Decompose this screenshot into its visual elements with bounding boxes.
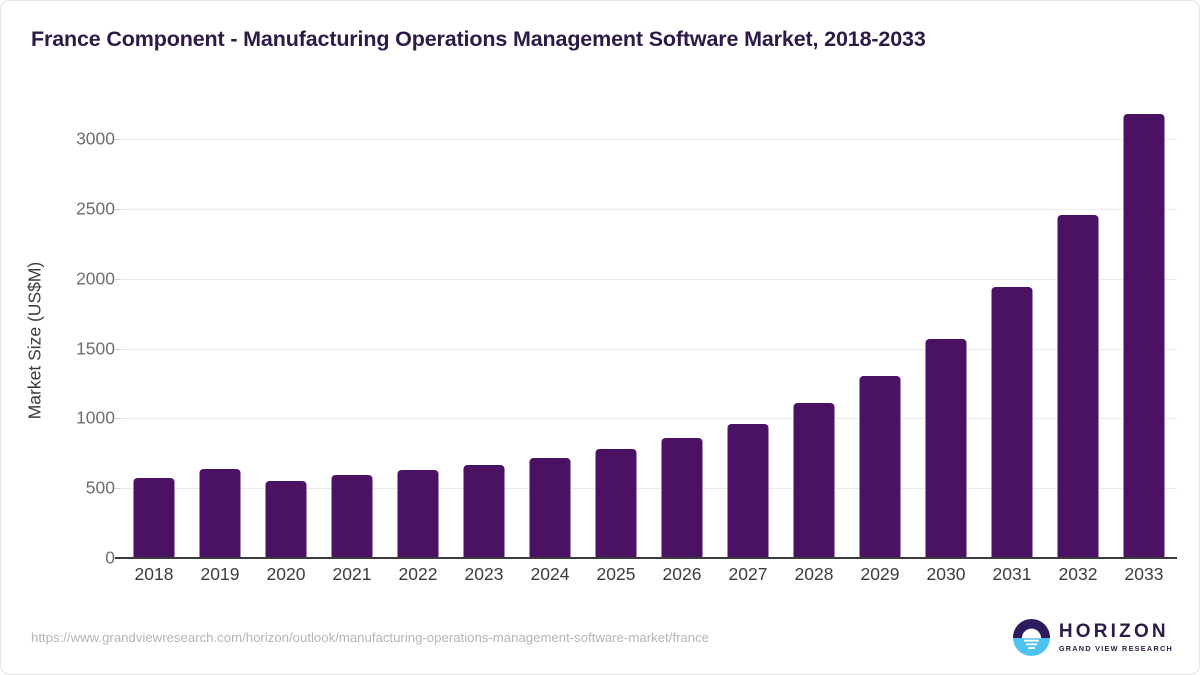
x-tick-label: 2025: [596, 564, 636, 584]
bar-group[interactable]: [451, 101, 517, 559]
bar-group[interactable]: [781, 101, 847, 559]
bar-2027[interactable]: [727, 424, 769, 559]
y-tick-mark: [115, 278, 121, 280]
logo-tagline: GRAND VIEW RESEARCH: [1058, 644, 1173, 654]
x-tick-label: 2020: [266, 564, 306, 584]
y-tick-label: 3000: [76, 128, 115, 149]
bar-group[interactable]: [649, 101, 715, 559]
bar-group[interactable]: [583, 101, 649, 559]
x-tick-label: 2021: [332, 564, 372, 584]
gridline: [121, 208, 1177, 210]
y-axis-tick-labels: 0 500 1000 1500 2000 2500 3000: [41, 101, 115, 568]
y-tick-label: 1500: [76, 338, 115, 358]
x-tick-label: 2031: [992, 564, 1032, 584]
bar-2029[interactable]: [859, 376, 901, 559]
bar-group[interactable]: [1111, 101, 1177, 559]
bar-2031[interactable]: [991, 287, 1033, 559]
bar-group[interactable]: [847, 101, 913, 559]
bar-2023[interactable]: [463, 465, 505, 559]
x-tick-label: 2026: [662, 564, 702, 584]
x-axis-line: [115, 557, 1177, 559]
bar-2024[interactable]: [529, 458, 571, 559]
bar-group[interactable]: [715, 101, 781, 559]
x-tick-label: 2024: [530, 564, 570, 584]
x-tick-label: 2033: [1124, 564, 1164, 584]
gridlines: [115, 101, 1177, 559]
bar-2019[interactable]: [199, 469, 241, 559]
y-tick-label: 2500: [76, 198, 115, 219]
bar-group[interactable]: [385, 101, 451, 559]
y-tick-mark: [115, 139, 121, 140]
x-tick-label: 2029: [860, 564, 900, 584]
bar-2033[interactable]: [1123, 113, 1165, 559]
horizon-logo[interactable]: HORIZON GRAND VIEW RESEARCH: [1012, 619, 1173, 656]
bar-group[interactable]: [319, 101, 385, 559]
bar-group[interactable]: [979, 101, 1045, 559]
horizon-logo-text: HORIZON GRAND VIEW RESEARCH: [1059, 622, 1173, 652]
y-axis-title: Market Size (US$M): [24, 261, 45, 420]
bar-2025[interactable]: [595, 448, 637, 559]
bar-group[interactable]: [121, 101, 187, 559]
page-title: France Component - Manufacturing Operati…: [31, 27, 926, 51]
bar-2021[interactable]: [331, 475, 373, 559]
gridline: [121, 348, 1177, 350]
bar-2022[interactable]: [397, 470, 439, 559]
x-tick-label: 2018: [134, 564, 174, 584]
gridline: [121, 139, 1177, 140]
bar-2028[interactable]: [793, 403, 835, 559]
x-tick-label: 2019: [200, 564, 240, 584]
x-tick-label: 2027: [728, 564, 768, 584]
x-tick-label: 2030: [926, 564, 966, 584]
gridline: [121, 278, 1177, 280]
bar-2030[interactable]: [925, 339, 967, 559]
bar-group[interactable]: [1045, 101, 1111, 559]
bar-2026[interactable]: [661, 438, 703, 559]
y-tick-label: 2000: [76, 268, 115, 289]
y-tick-mark: [115, 418, 121, 420]
x-tick-label: 2023: [464, 564, 504, 584]
y-tick-label: 500: [85, 477, 115, 498]
gridline: [121, 418, 1177, 420]
bar-group[interactable]: [187, 101, 253, 559]
x-axis-tick-labels: 2018 2019 2020 2021 2022 2023 2024 2025 2026 2027…: [121, 564, 1177, 594]
y-tick-mark: [115, 348, 121, 350]
source-url[interactable]: https://www.grandviewresearch.com/horizo…: [31, 630, 710, 645]
y-tick-label: 1000: [76, 407, 115, 428]
x-tick-label: 2028: [794, 564, 834, 584]
bar-group[interactable]: [517, 101, 583, 559]
y-tick-mark: [115, 208, 121, 210]
bar-2020[interactable]: [265, 481, 307, 559]
y-tick-mark: [115, 488, 121, 490]
logo-wordmark: HORIZON: [1058, 621, 1169, 643]
bar-group[interactable]: [253, 101, 319, 559]
bar-2032[interactable]: [1057, 215, 1099, 559]
bar-2018[interactable]: [133, 478, 175, 559]
x-tick-label: 2022: [398, 564, 438, 584]
horizon-logo-icon: [1012, 619, 1050, 656]
plot-area: [115, 101, 1177, 559]
x-tick-label: 2032: [1058, 564, 1098, 584]
y-tick-label: 0: [105, 547, 115, 568]
bar-series: [121, 101, 1177, 559]
bar-group[interactable]: [913, 101, 979, 559]
gridline: [121, 488, 1177, 490]
